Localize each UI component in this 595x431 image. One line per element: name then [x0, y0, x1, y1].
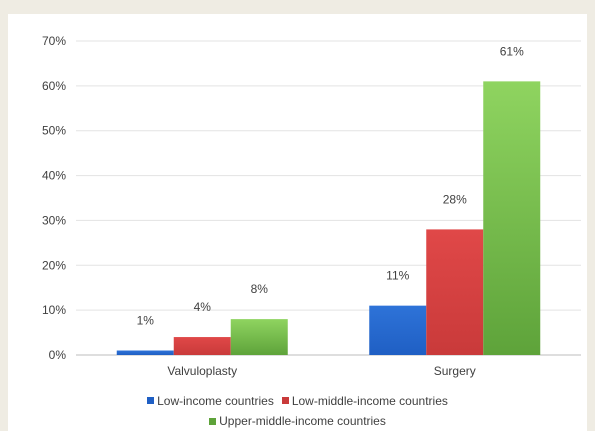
- data-label: 1%: [137, 314, 155, 328]
- bar-chart: 0%10%20%30%40%50%60%70% 1%4%8%11%28%61% …: [42, 34, 581, 378]
- y-tick-label: 60%: [42, 79, 66, 93]
- bar: [173, 337, 231, 355]
- data-label: 28%: [443, 192, 467, 206]
- legend-swatch: [281, 397, 289, 404]
- data-label: 61%: [500, 44, 524, 58]
- legend-swatch: [209, 417, 217, 425]
- y-tick-label: 50%: [42, 124, 66, 138]
- bars: [116, 81, 541, 355]
- bar: [369, 305, 427, 355]
- gridlines: [76, 40, 581, 356]
- y-tick-label: 0%: [49, 348, 67, 362]
- y-axis-ticks: 0% 10% 20% 30% 40% 50% 60% 70%: [42, 34, 66, 362]
- legend-label: Upper-middle-income countries: [219, 414, 386, 428]
- legend-label: Low-income countries: [157, 393, 274, 408]
- legend-item: Upper-middle-income countries: [209, 411, 386, 431]
- category-label: Surgery: [434, 364, 476, 378]
- bar: [116, 350, 174, 355]
- y-tick-label: 20%: [42, 258, 66, 272]
- x-axis-categories: Valvuloplasty Surgery: [167, 364, 475, 378]
- bar: [483, 81, 541, 355]
- legend-label: Low-middle-income countries: [291, 393, 448, 408]
- bar: [230, 319, 288, 355]
- data-label: 4%: [194, 300, 212, 314]
- y-tick-label: 40%: [42, 169, 66, 183]
- bar: [426, 229, 484, 355]
- y-tick-label: 30%: [42, 213, 66, 227]
- y-tick-label: 10%: [42, 303, 66, 317]
- chart-card: 0% 10% 20% 30% 40% 50% 60% 70% 1% 4% 8% 11% 28% 61% …: [8, 14, 587, 431]
- data-label: 11%: [386, 269, 409, 283]
- y-tick-label: 70%: [42, 34, 66, 48]
- legend: Low-income countries Low-middle-income co…: [8, 390, 587, 431]
- data-label: 8%: [251, 282, 269, 296]
- data-labels: 1% 4% 8% 11% 28% 61%: [137, 44, 525, 327]
- legend-item: Low-middle-income countries: [281, 391, 448, 411]
- category-label: Valvuloplasty: [167, 364, 237, 378]
- legend-swatch: [147, 397, 155, 404]
- legend-item: Low-income countries: [147, 391, 274, 411]
